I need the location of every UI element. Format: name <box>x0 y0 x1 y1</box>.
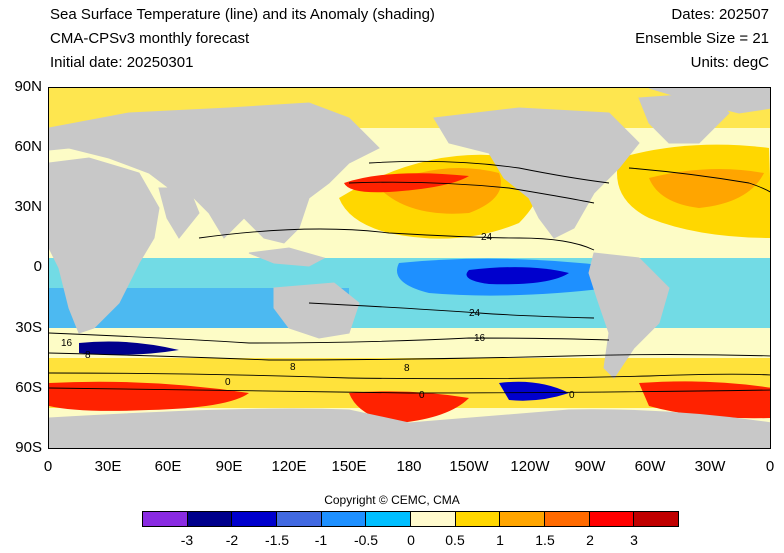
north-america <box>433 107 640 239</box>
australia <box>273 282 360 339</box>
colorbar-swatch <box>187 512 233 526</box>
indonesia <box>248 247 326 267</box>
colorbar-swatch <box>366 512 412 526</box>
anomaly-patch <box>79 341 179 355</box>
lon-tick-label: 180 <box>396 458 422 475</box>
eurasia <box>49 102 380 244</box>
units-label: Units: degC <box>690 54 769 71</box>
colorbar <box>142 511 679 527</box>
lat-tick-label: 90S <box>15 439 42 456</box>
contour-line <box>198 228 595 251</box>
colorbar-swatch <box>500 512 546 526</box>
colorbar-tick-label: -1.5 <box>264 532 290 548</box>
initial-date: Initial date: 20250301 <box>50 54 194 71</box>
colorbar-tick-label: -1 <box>314 532 328 548</box>
lon-tick-label: 90E <box>215 458 243 475</box>
land-masses <box>49 88 770 448</box>
colorbar-tick-label: 0 <box>407 532 415 548</box>
anomaly-patch <box>499 381 569 401</box>
contour-label-0: 0 <box>419 390 425 401</box>
contour-label-8: 8 <box>85 350 91 361</box>
contour-line <box>308 302 595 319</box>
lon-tick-label: 90W <box>574 458 606 475</box>
contour-label-8: 8 <box>290 362 296 373</box>
colorbar-tick-label: 1.5 <box>535 532 555 548</box>
colorbar-tick-label: -2 <box>225 532 239 548</box>
lon-tick-label: 150W <box>449 458 489 475</box>
contour-label-8: 8 <box>404 363 410 374</box>
contour-label-24: 24 <box>469 308 481 319</box>
lon-tick-label: 0 <box>765 458 775 475</box>
contour-label-16: 16 <box>61 338 73 349</box>
contour-label-16: 16 <box>474 333 486 344</box>
anomaly-patch <box>344 173 469 193</box>
colorbar-swatch <box>143 512 188 526</box>
lon-tick-label: 30E <box>94 458 122 475</box>
colorbar-tick-label: 1 <box>496 532 504 548</box>
lon-tick-label: 150E <box>331 458 367 475</box>
anomaly-patch <box>466 267 569 285</box>
lon-tick-label: 0 <box>43 458 53 475</box>
model-name: CMA-CPSv3 monthly forecast <box>50 30 250 47</box>
lat-tick-label: 30N <box>14 198 42 215</box>
map-canvas: 24 24 16 16 8 8 8 0 0 0 <box>49 88 770 448</box>
lat-tick-label: 60S <box>15 379 42 396</box>
india <box>158 187 200 239</box>
colorbar-swatch <box>545 512 590 526</box>
colorbar-tick-label: -3 <box>180 532 194 548</box>
contour-line <box>49 332 610 344</box>
contour-label-0: 0 <box>569 390 575 401</box>
contour-label-0: 0 <box>225 377 231 388</box>
africa <box>49 157 160 334</box>
sst-anomaly-map: 24 24 16 16 8 8 8 0 0 0 <box>48 87 771 449</box>
lat-tick-label: 90N <box>14 78 42 95</box>
colorbar-tick-label: 3 <box>630 532 638 548</box>
contour-line <box>49 352 770 361</box>
colorbar-swatch <box>321 512 367 526</box>
colorbar-swatch <box>455 512 501 526</box>
sst-contours <box>49 160 770 394</box>
chart-title: Sea Surface Temperature (line) and its A… <box>50 6 435 23</box>
contour-line <box>348 181 595 204</box>
contour-line <box>49 372 770 380</box>
colorbar-tick-label: -0.5 <box>353 532 379 548</box>
contour-value-labels: 24 24 16 16 8 8 8 0 0 0 <box>61 232 575 401</box>
colorbar-swatch <box>232 512 278 526</box>
lon-tick-label: 60W <box>634 458 666 475</box>
copyright-notice: Copyright © CEMC, CMA <box>324 493 460 507</box>
contour-label-24: 24 <box>481 232 493 243</box>
colorbar-swatch <box>634 512 679 526</box>
south-america <box>588 252 670 379</box>
lon-tick-label: 30W <box>694 458 726 475</box>
colorbar-swatch <box>411 512 456 526</box>
contour-line <box>628 167 770 193</box>
contour-line <box>49 387 770 394</box>
lon-tick-label: 120W <box>510 458 550 475</box>
arctic-land <box>648 88 770 114</box>
ensemble-size: Ensemble Size = 21 <box>635 30 769 47</box>
lat-tick-label: 60N <box>14 138 42 155</box>
anomaly-patch <box>649 169 764 208</box>
lat-tick-label: 0 <box>33 258 42 275</box>
colorbar-tick-label: 0.5 <box>445 532 465 548</box>
contour-line <box>368 160 610 184</box>
anomaly-patch <box>349 391 469 423</box>
lon-tick-label: 60E <box>154 458 182 475</box>
colorbar-swatch <box>277 512 322 526</box>
colorbar-tick-label: 2 <box>586 532 594 548</box>
lat-tick-label: 30S <box>15 319 42 336</box>
antarctica <box>49 408 770 448</box>
valid-dates: Dates: 202507 <box>671 6 769 23</box>
colorbar-swatch <box>589 512 635 526</box>
lon-tick-label: 120E <box>271 458 307 475</box>
